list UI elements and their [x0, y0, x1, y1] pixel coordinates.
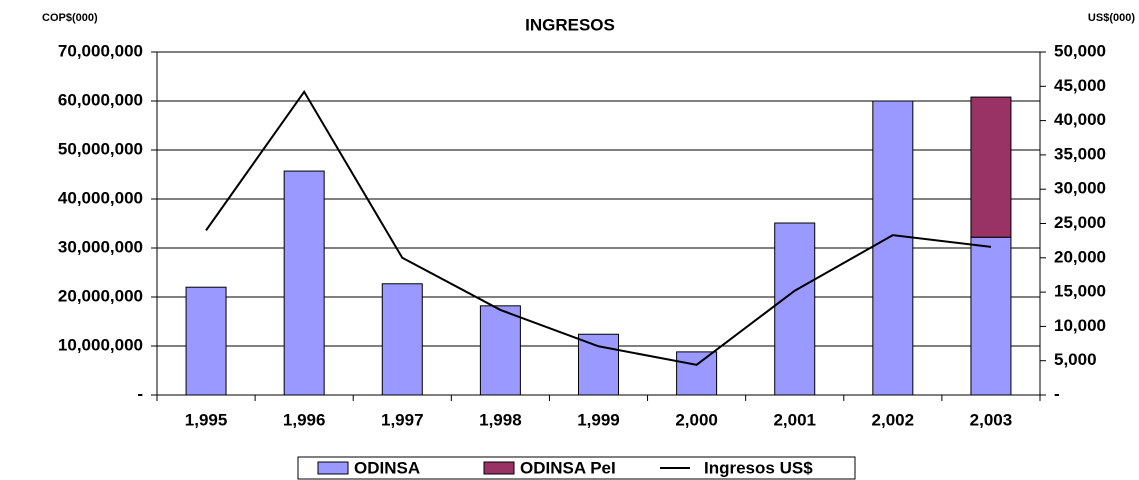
legend-swatch — [483, 461, 515, 475]
bar — [676, 351, 718, 396]
y-tick-label: 60,000,000 — [58, 90, 143, 109]
y-tick-label: - — [137, 384, 143, 403]
x-tick-label: 1,995 — [185, 410, 228, 429]
y2-tick-label: 5,000 — [1054, 350, 1097, 369]
y-tick-label: 10,000,000 — [58, 335, 143, 354]
bar — [185, 286, 227, 396]
x-tick-label: 1,997 — [381, 410, 424, 429]
y2-tick-label: 40,000 — [1054, 110, 1106, 129]
x-tick-label: 1,996 — [283, 410, 326, 429]
bar — [970, 236, 1012, 396]
x-tick-label: 2,003 — [970, 410, 1013, 429]
bar — [578, 333, 619, 396]
y2-tick-label: 20,000 — [1054, 247, 1106, 266]
y2-tick-label: 15,000 — [1054, 282, 1106, 301]
bar — [970, 96, 1012, 238]
x-tick-label: 1,998 — [479, 410, 522, 429]
bar — [381, 283, 423, 396]
chart-title: INGRESOS — [525, 15, 615, 34]
y2-axis-label: US$(000) — [1088, 12, 1135, 24]
x-tick-label: 2,000 — [675, 410, 718, 429]
y2-tick-label: 45,000 — [1054, 76, 1106, 95]
y-tick-label: 20,000,000 — [58, 286, 143, 305]
legend-label: ODINSA PeI — [520, 458, 616, 477]
x-tick-label: 2,001 — [773, 410, 816, 429]
x-tick-label: 1,999 — [577, 410, 620, 429]
bar — [774, 222, 816, 396]
legend-label: ODINSA — [354, 458, 420, 477]
legend-label: Ingresos US$ — [704, 458, 813, 477]
legend-box — [297, 456, 856, 480]
y2-tick-label: - — [1054, 384, 1060, 403]
line — [205, 89, 992, 366]
y2-tick-label: 25,000 — [1054, 213, 1106, 232]
legend-swatch — [317, 461, 349, 475]
bar — [283, 170, 325, 396]
bar — [479, 305, 521, 396]
y-axis-label: COP$(000) — [42, 12, 98, 24]
y-tick-label: 50,000,000 — [58, 139, 143, 158]
bar — [872, 100, 914, 396]
y-tick-label: 40,000,000 — [58, 188, 143, 207]
y2-tick-label: 30,000 — [1054, 179, 1106, 198]
y-tick-label: 70,000,000 — [58, 41, 143, 60]
x-tick-label: 2,002 — [872, 410, 915, 429]
y-tick-label: 30,000,000 — [58, 237, 143, 256]
y2-tick-label: 35,000 — [1054, 144, 1106, 163]
y2-tick-label: 10,000 — [1054, 316, 1106, 335]
y2-tick-label: 50,000 — [1054, 41, 1106, 60]
